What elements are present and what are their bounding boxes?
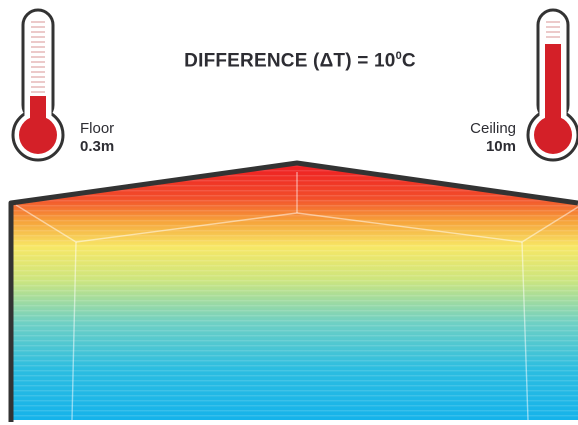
ceiling-thermometer-bulb: [534, 116, 572, 154]
ceiling-thermometer-scale: [546, 21, 560, 38]
temperature-bands: [13, 165, 578, 420]
title-prefix: DIFFERENCE (ΔT) = 10: [184, 50, 396, 72]
ceiling-label: Ceiling 10m: [420, 120, 516, 156]
degree-symbol: 0: [395, 50, 402, 62]
ceiling-label-text: Ceiling: [470, 120, 516, 137]
floor-thermometer-bulb: [19, 116, 57, 154]
room-perspective-lines: [15, 172, 578, 421]
floor-height-value: 0.3m: [80, 138, 115, 155]
floor-label: Floor 0.3m: [80, 120, 114, 156]
temperature-difference-title: DIFFERENCE (ΔT) = 100C: [150, 50, 450, 72]
building-outline: [8, 160, 578, 422]
floor-thermometer-scale: [31, 21, 45, 93]
ceiling-thermometer-icon: [526, 8, 578, 162]
floor-label-text: Floor: [80, 120, 115, 137]
ceiling-height-value: 10m: [485, 138, 516, 155]
title-unit: C: [401, 50, 416, 72]
ceiling-thermometer-fill: [545, 44, 561, 126]
building: [8, 160, 578, 422]
floor-thermometer-icon: [11, 8, 65, 162]
